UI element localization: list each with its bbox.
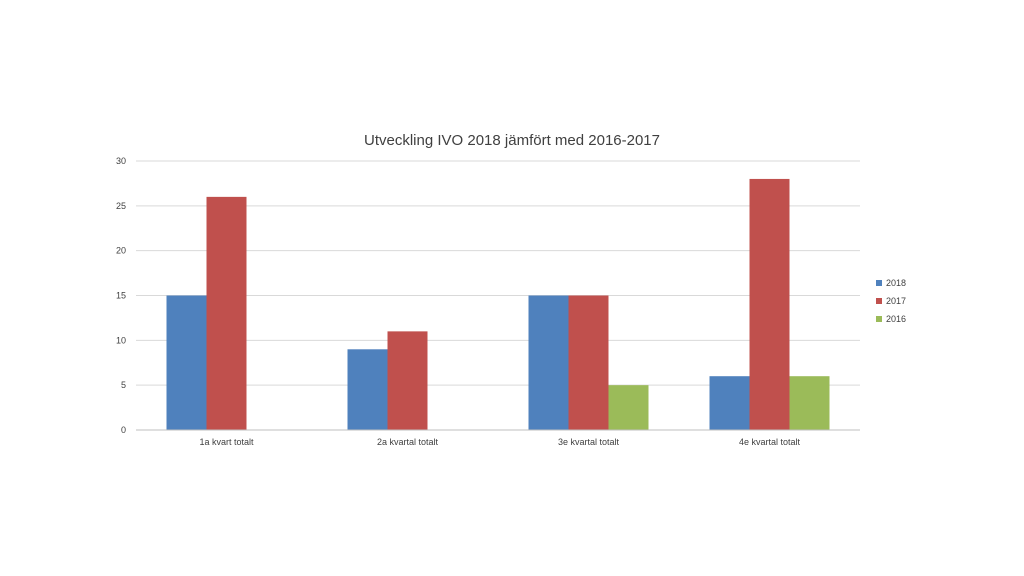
legend-swatch-2018 bbox=[876, 280, 882, 286]
legend: 2018 2017 2016 bbox=[876, 278, 906, 324]
bar-2018-4 bbox=[709, 376, 750, 430]
x-tick-label: 4e kvartal totalt bbox=[739, 437, 801, 447]
bar-2018-3 bbox=[528, 295, 569, 430]
bar-2016-3 bbox=[608, 385, 649, 430]
y-tick-label: 30 bbox=[116, 156, 126, 166]
x-tick-label: 1a kvart totalt bbox=[199, 437, 254, 447]
legend-label-2016: 2016 bbox=[886, 314, 906, 324]
bar-2018-1 bbox=[166, 295, 207, 430]
legend-swatch-2017 bbox=[876, 298, 882, 304]
x-tick-label: 3e kvartal totalt bbox=[558, 437, 620, 447]
y-axis-tick-labels: 0 5 10 15 20 25 30 bbox=[116, 156, 126, 435]
y-tick-label: 10 bbox=[116, 335, 126, 345]
chart-title: Utveckling IVO 2018 jämfört med 2016-201… bbox=[364, 132, 660, 149]
bars bbox=[166, 178, 830, 430]
bar-2017-1 bbox=[206, 196, 247, 430]
x-tick-label: 2a kvartal totalt bbox=[377, 437, 439, 447]
y-tick-label: 20 bbox=[116, 246, 126, 256]
legend-label-2017: 2017 bbox=[886, 296, 906, 306]
legend-label-2018: 2018 bbox=[886, 278, 906, 288]
bar-2017-3 bbox=[568, 295, 609, 430]
y-tick-label: 25 bbox=[116, 201, 126, 211]
y-tick-label: 15 bbox=[116, 291, 126, 301]
bar-2017-4 bbox=[749, 178, 790, 430]
bar-2018-2 bbox=[347, 349, 388, 430]
x-axis-tick-labels: 1a kvart totalt 2a kvartal totalt 3e kvart… bbox=[199, 437, 800, 447]
bar-2016-4 bbox=[789, 376, 830, 430]
bar-2017-2 bbox=[387, 331, 428, 430]
y-tick-label: 0 bbox=[121, 425, 126, 435]
legend-swatch-2016 bbox=[876, 316, 882, 322]
y-tick-label: 5 bbox=[121, 380, 126, 390]
